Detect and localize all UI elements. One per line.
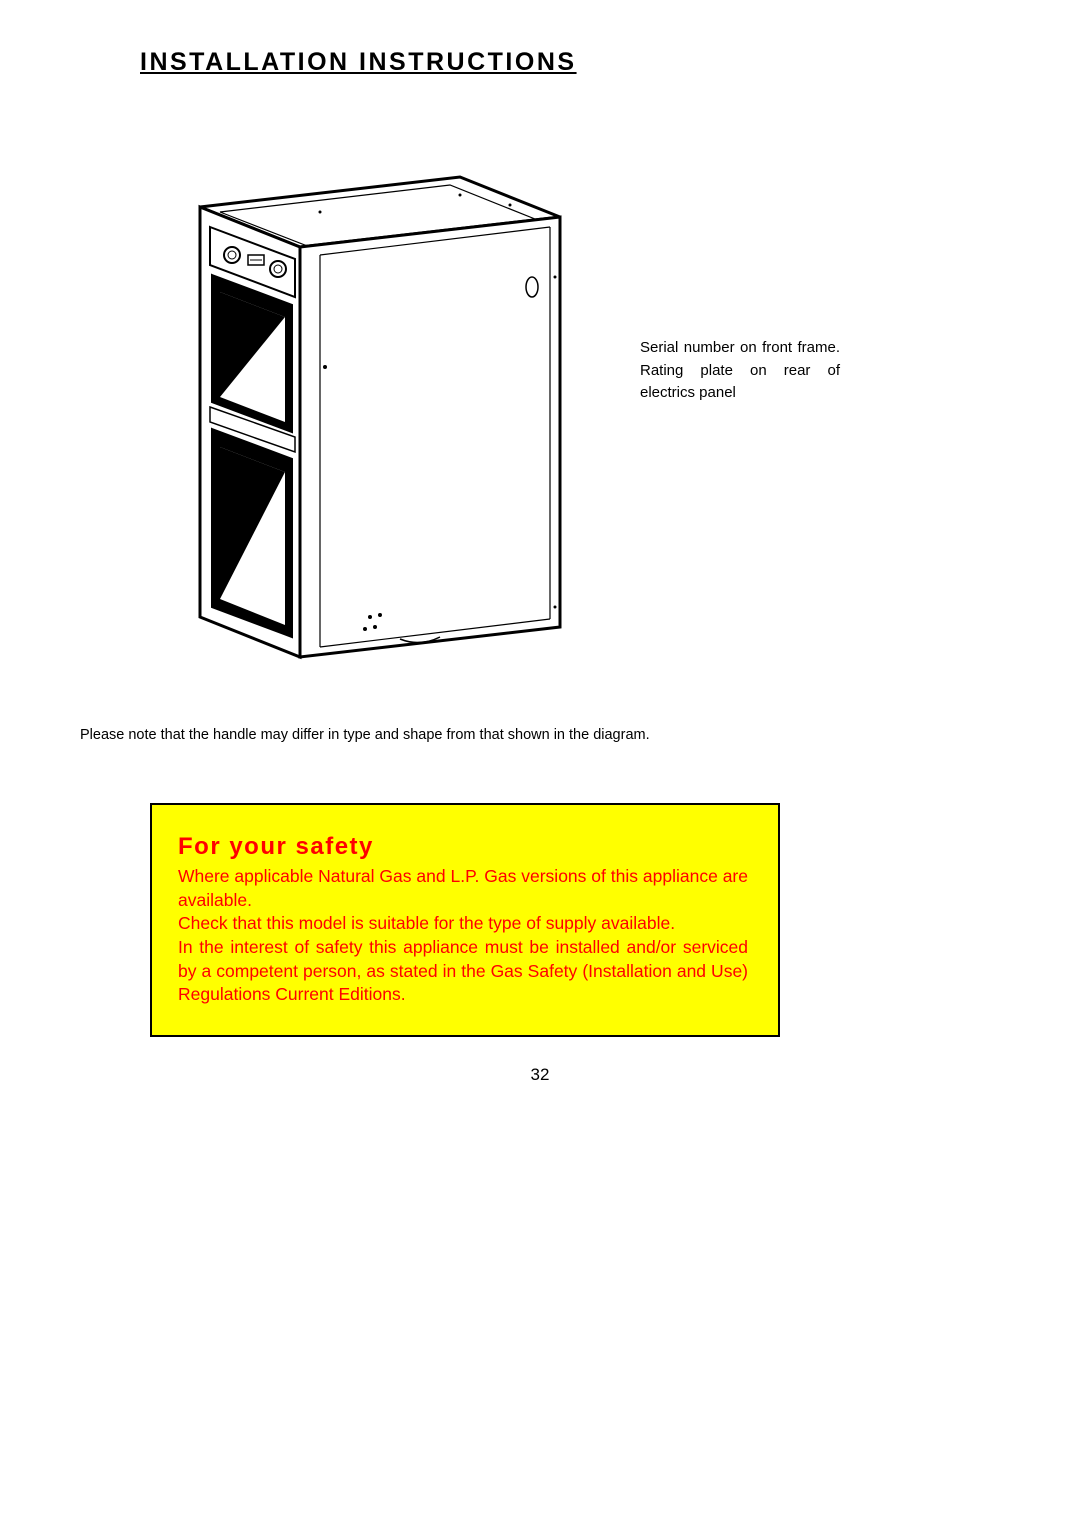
safety-body: Where applicable Natural Gas and L.P. Ga…: [178, 865, 748, 1007]
handle-note: Please note that the handle may differ i…: [80, 727, 940, 743]
safety-line-3: In the interest of safety this appliance…: [178, 937, 748, 1004]
safety-line-1: Where applicable Natural Gas and L.P. Ga…: [178, 866, 748, 910]
page-number: 32: [0, 1065, 1080, 1085]
safety-box: For your safety Where applicable Natural…: [150, 803, 780, 1037]
serial-rating-note: Serial number on front frame. Rating pla…: [640, 337, 840, 405]
figure-row: Serial number on front frame. Rating pla…: [140, 147, 940, 667]
safety-title: For your safety: [178, 833, 748, 861]
page-title: INSTALLATION INSTRUCTIONS: [140, 48, 940, 77]
oven-diagram: [160, 147, 580, 667]
safety-line-2: Check that this model is suitable for th…: [178, 913, 675, 933]
